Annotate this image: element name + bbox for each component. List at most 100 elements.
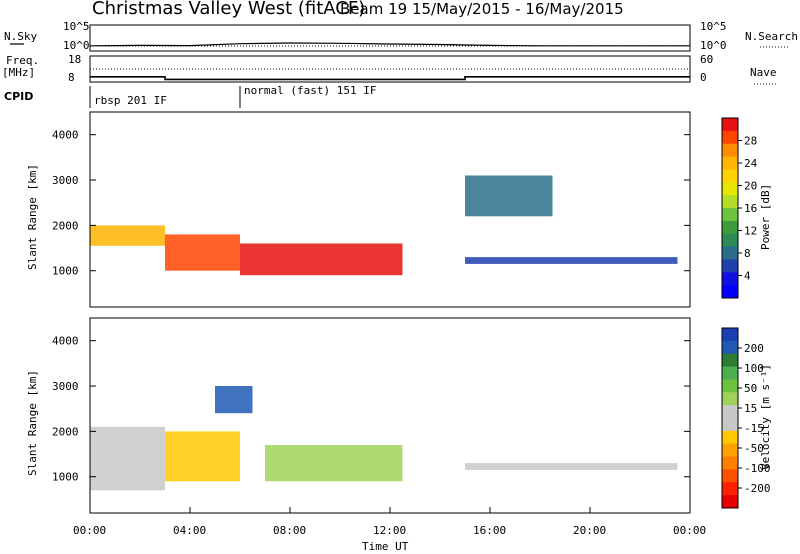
colorbar-tick-label: 15	[744, 402, 757, 415]
y-tick-label: 3000	[52, 174, 79, 187]
echo-region	[215, 386, 253, 414]
x-tick-label: 16:00	[473, 524, 506, 537]
colorbar-cell	[722, 405, 738, 419]
colorbar-cell	[722, 272, 738, 286]
colorbar-cell	[722, 259, 738, 273]
colorbar-cell	[722, 443, 738, 458]
x-tick-label: 08:00	[273, 524, 306, 537]
colorbar-cell	[722, 495, 738, 509]
power-yticks: 4000 3000 2000 1000	[52, 129, 690, 278]
y-tick-label: 4000	[52, 129, 79, 142]
nsky-panel: N.Sky 10^5 10^0 10^5 10^0 N.Search	[4, 20, 798, 52]
echo-region	[465, 463, 678, 470]
y-tick-label: 3000	[52, 380, 79, 393]
echo-region	[165, 234, 240, 271]
colorbar-tick-label: 200	[744, 342, 764, 355]
freq-ytick-top: 18	[68, 53, 81, 66]
nave-ytick-top: 60	[700, 53, 713, 66]
x-tick-label: 04:00	[173, 524, 206, 537]
x-axis-label: Time UT	[362, 540, 409, 553]
colorbar-cell	[722, 285, 738, 299]
colorbar-cell	[722, 220, 738, 235]
power-data	[90, 175, 678, 276]
power-panel: Slant Range [km] 4000 3000 2000 1000	[26, 111, 691, 308]
colorbar-cell	[722, 379, 738, 393]
y-tick-label: 1000	[52, 265, 79, 278]
freq-series-line	[90, 76, 690, 81]
nsky-label: N.Sky	[4, 30, 37, 43]
cpid-mode2: normal (fast) 151 IF	[244, 84, 376, 97]
nave-label: Nave	[750, 66, 777, 79]
colorbar-cell	[722, 366, 738, 380]
colorbar-cell	[722, 195, 738, 209]
colorbar-tick-label: 100	[744, 362, 764, 375]
velocity-colorbar-label: Velocity [m s⁻¹]	[759, 364, 772, 470]
freq-label: Freq.	[6, 54, 39, 67]
cpid-mode1: rbsp 201 IF	[94, 94, 167, 107]
figure-title: Christmas Valley West (fitACF)	[92, 0, 365, 19]
colorbar-cell	[722, 340, 738, 355]
echo-region	[90, 225, 165, 246]
cpid-label: CPID	[4, 90, 33, 103]
colorbar-tick-label: -50	[744, 442, 764, 455]
power-frame	[89, 111, 691, 308]
freq-ytick-bottom: 8	[68, 71, 75, 84]
colorbar-cell	[722, 353, 738, 368]
colorbar-cell	[722, 482, 738, 496]
colorbar-cell	[722, 156, 738, 170]
colorbar-tick-label: 24	[744, 157, 758, 170]
colorbar-tick-label: 8	[744, 247, 751, 260]
colorbar-tick-label: 20	[744, 180, 757, 193]
colorbar-tick-label: -200	[744, 482, 771, 495]
colorbar-cell	[722, 418, 738, 432]
cpid-panel: CPID rbsp 201 IF normal (fast) 151 IF	[4, 84, 376, 108]
colorbar-cell	[722, 169, 738, 183]
x-tick-label: 12:00	[373, 524, 406, 537]
colorbar-cell	[722, 430, 738, 445]
x-tick-label: 00:00	[73, 524, 106, 537]
velocity-colorbar: 200 100 50 15 -15 -50 -100 -200 Velocity [m s⁻¹…	[721, 327, 772, 509]
velocity-frame	[89, 317, 691, 514]
velocity-xticks: 00:00 04:00 08:00 12:00 16:00 20:00 00:00	[73, 507, 706, 537]
power-ylabel: Slant Range [km]	[26, 164, 39, 270]
colorbar-tick-label: 4	[744, 270, 751, 283]
echo-region	[465, 257, 678, 264]
colorbar-cell	[722, 456, 738, 470]
colorbar-cell	[722, 118, 738, 132]
echo-region	[90, 426, 165, 491]
nsky-series-line	[89, 42, 690, 47]
y-tick-label: 4000	[52, 335, 79, 348]
velocity-data	[90, 386, 678, 491]
y-tick-label: 1000	[52, 471, 79, 484]
colorbar-cell	[722, 233, 738, 248]
colorbar-cell	[722, 130, 738, 145]
velocity-yticks: 4000 3000 2000 1000	[52, 335, 690, 484]
echo-region	[165, 431, 240, 482]
nsky-ytick-bottom-right: 10^0	[700, 39, 727, 52]
y-tick-label: 2000	[52, 219, 79, 232]
nsky-ytick-bottom-left: 10^0	[63, 39, 90, 52]
colorbar-tick-label: -15	[744, 422, 764, 435]
freq-unit-label: [MHz]	[2, 66, 35, 79]
colorbar-cell	[722, 328, 738, 342]
nsky-ytick-top-left: 10^5	[63, 20, 90, 33]
echo-region	[465, 175, 553, 217]
x-tick-label: 00:00	[673, 524, 706, 537]
colorbar-tick-label: 16	[744, 202, 757, 215]
figure-subtitle: Beam 19 15/May/2015 - 16/May/2015	[340, 0, 624, 18]
colorbar-tick-label: 50	[744, 382, 757, 395]
colorbar-cell	[722, 182, 738, 196]
colorbar-tick-label: 12	[744, 225, 757, 238]
colorbar-tick-label: 28	[744, 135, 757, 148]
freq-panel: Freq. [MHz] 18 8 60 0 Nave	[2, 53, 777, 85]
colorbar-cell	[722, 469, 738, 483]
colorbar-cell	[722, 143, 738, 158]
echo-region	[265, 445, 403, 482]
colorbar-cell	[722, 392, 738, 406]
power-colorbar-label: Power [dB]	[759, 184, 772, 250]
colorbar-tick-label: -100	[744, 462, 771, 475]
power-colorbar: 28 24 20 16 12 8 4 Power [dB]	[721, 117, 772, 299]
nsky-ytick-top-right: 10^5	[700, 20, 727, 33]
